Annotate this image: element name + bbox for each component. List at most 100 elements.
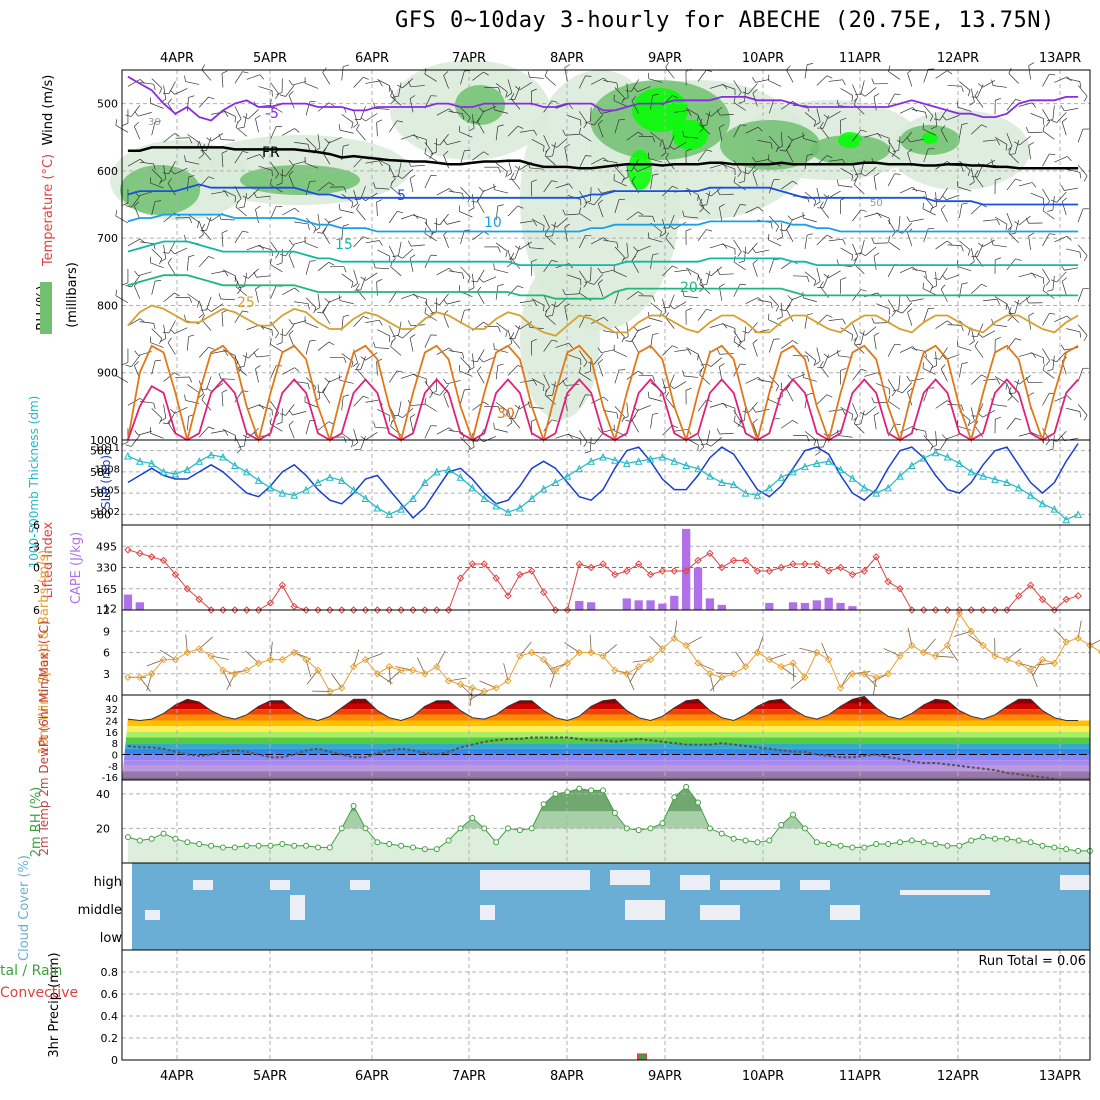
wind-barb bbox=[398, 162, 402, 176]
rh-marker bbox=[1003, 835, 1010, 842]
rh-marker bbox=[433, 846, 440, 853]
wind-barb-flag bbox=[363, 76, 369, 80]
wind-barb bbox=[138, 430, 152, 436]
wind-barb-flag bbox=[779, 229, 786, 232]
wind-barb-flag bbox=[625, 340, 632, 342]
wind-barb-flag bbox=[776, 236, 783, 240]
wind-barb-flag bbox=[324, 377, 330, 383]
wind-barb bbox=[719, 127, 723, 142]
wind-barb bbox=[1066, 168, 1080, 173]
wind-barb bbox=[768, 399, 782, 406]
wind-barb bbox=[519, 129, 534, 133]
wind-barb-flag bbox=[238, 365, 245, 368]
wind-barb bbox=[439, 213, 449, 226]
wind-barb bbox=[167, 183, 176, 196]
thickness-marker bbox=[908, 461, 916, 469]
wind-barb bbox=[198, 346, 209, 358]
wind-barb-flag bbox=[859, 252, 866, 257]
wind-barb bbox=[365, 399, 380, 403]
wind-barb-flag bbox=[514, 86, 521, 91]
wind-marker bbox=[563, 659, 572, 667]
wind-barb-flag bbox=[390, 181, 393, 188]
wind-barb bbox=[946, 354, 960, 360]
wind-barb-flag bbox=[941, 115, 947, 121]
wind-barb-flag bbox=[527, 71, 531, 78]
wind-barb bbox=[768, 99, 774, 114]
wind-barb bbox=[601, 349, 615, 354]
isotherm-0 bbox=[127, 146, 1079, 170]
wind-barb bbox=[1064, 267, 1079, 271]
li-marker bbox=[682, 567, 690, 575]
surface-barb bbox=[564, 642, 580, 653]
rh-marker bbox=[588, 787, 595, 794]
wind-barb-flag bbox=[660, 232, 667, 237]
wind-barb bbox=[495, 365, 499, 380]
li-marker bbox=[884, 577, 892, 586]
rh-marker bbox=[326, 844, 333, 851]
thickness-marker bbox=[207, 450, 215, 459]
wind-barb bbox=[377, 329, 390, 337]
thickness-marker bbox=[456, 473, 465, 481]
wind-barb bbox=[957, 106, 972, 112]
wind-barb-flag bbox=[752, 156, 756, 163]
wind-barb-flag bbox=[579, 207, 581, 214]
wind-barb-flag bbox=[685, 387, 692, 391]
wind-barb bbox=[1056, 271, 1067, 283]
wind-barb bbox=[201, 149, 212, 161]
wind-barb-flag bbox=[351, 441, 354, 448]
wind-barb-flag bbox=[443, 299, 448, 305]
wind-barb-flag bbox=[1049, 233, 1056, 235]
rh-marker bbox=[564, 789, 571, 796]
wind-barb-flag bbox=[981, 283, 988, 288]
wind-barb bbox=[543, 180, 552, 193]
wind-barb bbox=[543, 260, 552, 273]
wind-marker bbox=[908, 641, 916, 650]
wind-barb-flag bbox=[189, 137, 193, 144]
wind-barb bbox=[601, 189, 615, 194]
wind-barb-flag bbox=[716, 268, 721, 275]
wind-barb-flag bbox=[860, 368, 867, 372]
wind-barb bbox=[365, 113, 378, 122]
wind-barb-flag bbox=[259, 404, 265, 410]
wind-barb-flag bbox=[961, 362, 968, 365]
rh-marker bbox=[528, 825, 535, 832]
wind-barb-flag bbox=[562, 209, 566, 216]
thickness-marker bbox=[587, 457, 595, 465]
wind-barb bbox=[1018, 182, 1033, 187]
wind-marker bbox=[575, 648, 583, 657]
rh-marker bbox=[790, 811, 797, 818]
wind-barb bbox=[665, 237, 675, 250]
wind-barb bbox=[292, 160, 307, 166]
wind-barb bbox=[243, 432, 248, 447]
wind-barb bbox=[940, 129, 948, 143]
wind-barb bbox=[662, 425, 673, 436]
rh-marker bbox=[695, 799, 702, 806]
wind-barb-flag bbox=[854, 93, 861, 96]
wind-barb-flag bbox=[579, 127, 581, 134]
wind-barb bbox=[907, 73, 913, 87]
wind-barb bbox=[876, 303, 890, 310]
wind-barb-flag bbox=[471, 360, 478, 363]
wind-barb-flag bbox=[1066, 395, 1072, 401]
wind-barb-flag bbox=[184, 75, 186, 82]
wind-barb-flag bbox=[647, 391, 650, 398]
thickness-marker bbox=[813, 459, 821, 467]
date-label-bottom: 11APR bbox=[839, 1069, 881, 1084]
wind-barb-flag bbox=[775, 226, 779, 232]
wind-barb bbox=[424, 334, 432, 348]
wind-barb-flag bbox=[188, 254, 195, 258]
rh-marker bbox=[1051, 844, 1058, 851]
wind-barb bbox=[733, 330, 742, 343]
wind-barb-flag bbox=[860, 289, 867, 292]
wind-marker bbox=[896, 652, 904, 660]
wind-barb-flag bbox=[373, 421, 376, 428]
wind-barb-flag bbox=[853, 256, 859, 262]
cape-bar bbox=[812, 600, 821, 610]
wind-barb-flag bbox=[977, 413, 983, 418]
wind-barb bbox=[626, 402, 629, 417]
wind-barb bbox=[544, 235, 556, 246]
wind-barb-flag bbox=[476, 366, 482, 372]
wind-barb-flag bbox=[873, 252, 880, 257]
wind-barb-flag bbox=[352, 442, 358, 447]
wind-barb bbox=[138, 191, 152, 197]
